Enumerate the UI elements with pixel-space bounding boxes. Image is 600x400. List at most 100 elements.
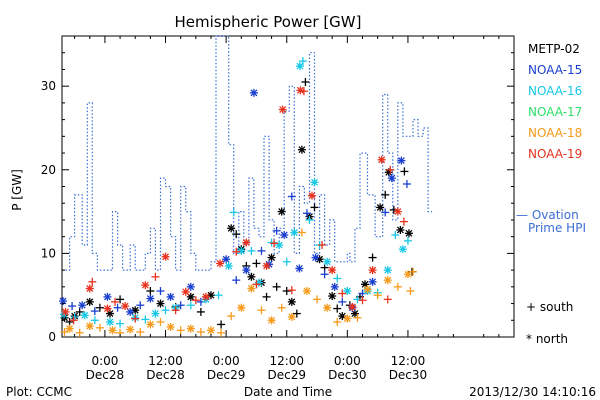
point-north <box>103 292 112 301</box>
point-north <box>323 303 332 312</box>
point-south <box>214 291 223 300</box>
marker-stroke <box>397 157 405 165</box>
point-north <box>65 324 74 333</box>
point-south <box>302 209 311 218</box>
marker-stroke <box>247 285 255 292</box>
point-north <box>295 264 304 273</box>
marker-stroke <box>311 178 318 186</box>
point-north <box>348 302 357 311</box>
point-north <box>310 178 319 187</box>
point-south <box>277 303 286 312</box>
point-north <box>126 325 135 334</box>
x-tick-time: 0:00 <box>213 354 240 368</box>
point-south <box>176 326 185 335</box>
marker-stroke <box>106 310 114 318</box>
point-south <box>310 203 319 212</box>
point-south <box>217 320 226 329</box>
marker-stroke <box>288 298 296 306</box>
marker-stroke <box>78 301 86 309</box>
point-south <box>65 317 74 326</box>
point-south <box>95 323 104 332</box>
point-north <box>396 225 405 234</box>
marker-stroke <box>323 304 331 312</box>
marker-stroke <box>308 192 316 200</box>
marker-stroke <box>81 311 89 319</box>
point-north <box>287 312 296 321</box>
y-tick-label: 10 <box>41 246 56 260</box>
marker-stroke <box>263 262 270 270</box>
footer-credit: Plot: CCMC <box>6 385 72 399</box>
point-south <box>90 307 99 316</box>
point-south <box>257 246 266 255</box>
marker-stroke <box>351 310 359 318</box>
marker-stroke <box>303 287 311 295</box>
point-north <box>280 230 289 239</box>
point-north <box>108 326 117 335</box>
point-north <box>404 229 413 238</box>
marker-stroke <box>399 245 407 253</box>
point-north <box>277 207 286 216</box>
plot-area: 01020300:00Dec2812:00Dec280:00Dec2912:00… <box>41 35 515 382</box>
x-tick-time: 0:00 <box>91 354 118 368</box>
point-north <box>383 266 392 275</box>
point-south <box>399 217 408 226</box>
marker-stroke <box>343 315 351 323</box>
marker-stroke <box>187 325 195 333</box>
point-south <box>232 276 241 285</box>
marker-stroke <box>338 312 346 320</box>
point-south <box>75 328 84 337</box>
point-north <box>146 320 155 329</box>
point-north <box>323 257 332 266</box>
point-north <box>85 322 94 331</box>
point-south <box>161 306 170 315</box>
point-north <box>78 301 87 310</box>
point-south <box>70 312 79 321</box>
marker-stroke <box>361 280 369 288</box>
ovation-line <box>62 35 433 271</box>
marker-stroke <box>62 308 69 316</box>
marker-stroke <box>126 308 134 316</box>
point-south <box>299 87 308 96</box>
point-north <box>59 297 68 306</box>
legend-entry: NOAA-19 <box>528 147 582 161</box>
point-north <box>295 62 304 71</box>
point-south <box>116 319 125 328</box>
point-south <box>270 239 279 248</box>
point-north <box>368 277 377 286</box>
x-tick-date: Dec28 <box>146 368 185 382</box>
point-north <box>267 253 276 262</box>
points-layer <box>59 57 417 337</box>
point-north <box>61 307 70 316</box>
y-tick-label: 20 <box>41 163 56 177</box>
point-north <box>330 282 339 291</box>
marker-stroke <box>182 288 190 296</box>
marker-stroke <box>103 293 111 301</box>
point-north <box>103 304 112 313</box>
point-north <box>275 241 284 250</box>
series-noaa-16 <box>60 57 412 328</box>
point-north <box>311 253 320 262</box>
legend-ovation-line2: Prime HPI <box>528 221 586 235</box>
footer-timestamp: 2013/12/30 14:10:16 <box>469 385 596 399</box>
point-north <box>307 191 316 200</box>
point-north <box>397 156 406 165</box>
legend-entry: NOAA-16 <box>528 84 582 98</box>
legend-marker-north: * north <box>526 332 568 346</box>
point-south <box>151 272 160 281</box>
marker-stroke <box>364 285 372 293</box>
marker-stroke <box>121 302 129 310</box>
point-south <box>232 247 241 256</box>
marker-stroke <box>376 203 384 211</box>
point-south <box>338 297 347 306</box>
point-south <box>75 307 84 316</box>
point-north <box>328 266 337 275</box>
point-north <box>222 255 231 264</box>
point-south <box>333 304 342 313</box>
point-south <box>136 301 145 310</box>
point-south <box>196 327 205 336</box>
point-north <box>302 287 311 296</box>
marker-stroke <box>312 254 319 262</box>
series-noaa-18 <box>60 228 417 337</box>
point-south <box>338 289 347 298</box>
